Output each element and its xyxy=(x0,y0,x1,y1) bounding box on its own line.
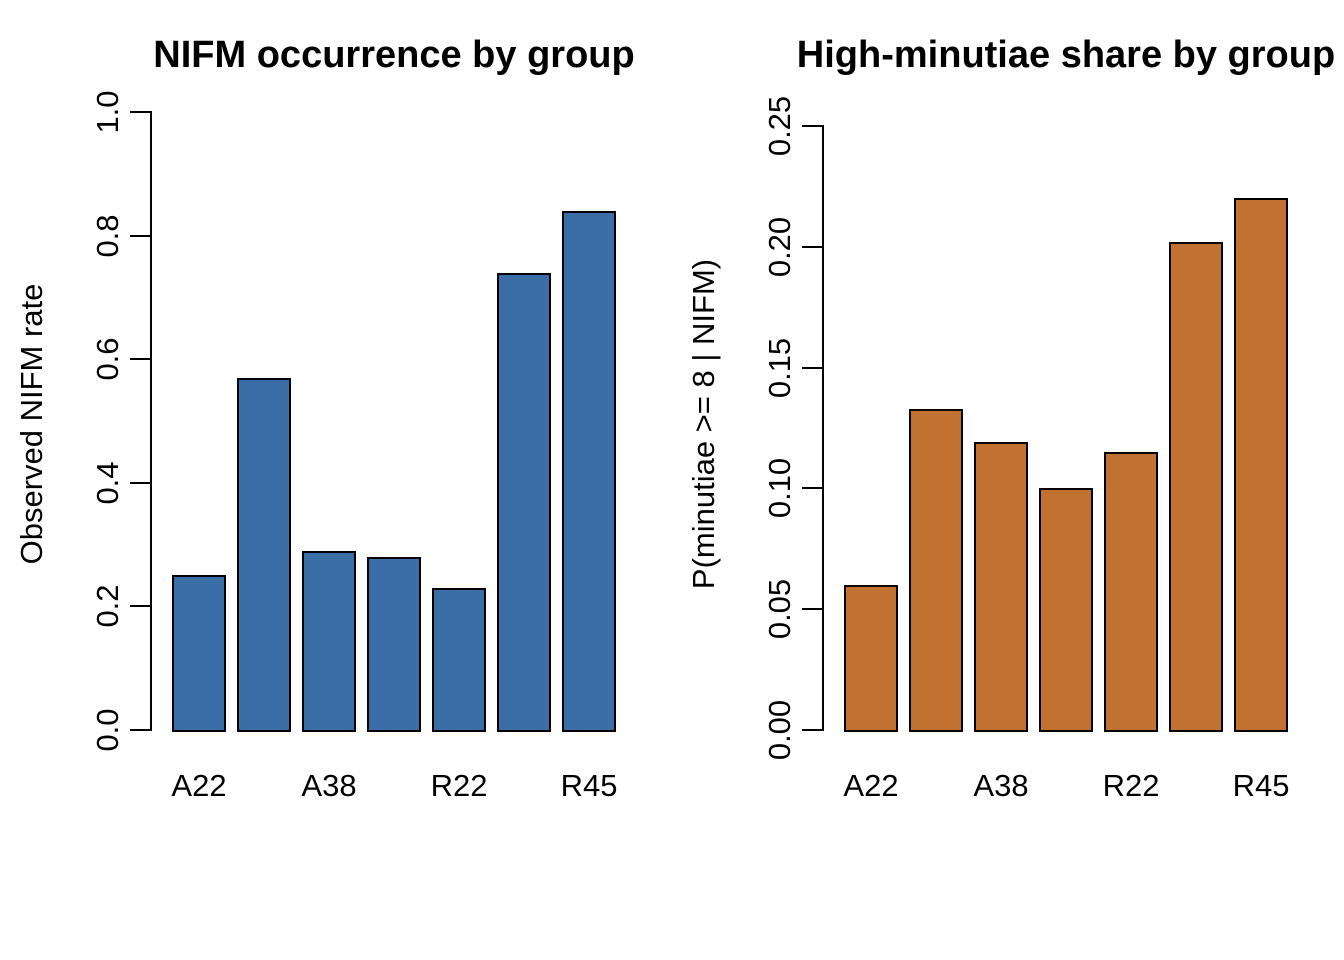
y-tick-label: 0.00 xyxy=(762,699,797,761)
bar-R45 xyxy=(562,211,616,732)
bar-R22 xyxy=(432,588,486,732)
y-tick-label: 0.2 xyxy=(90,584,125,628)
y-axis-line xyxy=(150,111,152,731)
bar-group-2 xyxy=(909,409,963,732)
bar-group-4 xyxy=(367,557,421,732)
bar-group-6 xyxy=(497,273,551,732)
y-axis-title: Observed NIFM rate xyxy=(14,283,49,565)
y-tick-mark xyxy=(802,729,822,731)
chart-title: NIFM occurrence by group xyxy=(153,34,635,76)
y-tick-mark xyxy=(802,125,822,127)
y-tick-mark xyxy=(802,608,822,610)
x-tick-label-R45: R45 xyxy=(560,768,618,803)
y-tick-mark xyxy=(802,487,822,489)
y-tick-label: 0.0 xyxy=(90,708,125,752)
bar-A38 xyxy=(974,442,1028,732)
y-tick-mark xyxy=(802,367,822,369)
y-tick-mark xyxy=(130,235,150,237)
bar-A22 xyxy=(172,575,226,732)
y-tick-mark xyxy=(130,482,150,484)
bar-A22 xyxy=(844,585,898,732)
bar-group-6 xyxy=(1169,242,1223,732)
y-tick-label: 0.20 xyxy=(762,216,797,278)
bar-A38 xyxy=(302,551,356,732)
x-tick-label-R22: R22 xyxy=(430,768,488,803)
y-tick-label: 0.10 xyxy=(762,457,797,519)
chart-panel-high-minutiae-share: High-minutiae share by group P(minutiae … xyxy=(672,0,1344,960)
bar-R45 xyxy=(1234,198,1288,732)
y-axis-title: P(minutiae >= 8 | NIFM) xyxy=(686,258,721,590)
chart-title: High-minutiae share by group xyxy=(796,34,1336,76)
x-tick-label-A38: A38 xyxy=(301,768,357,803)
y-tick-mark xyxy=(802,246,822,248)
x-tick-label-A38: A38 xyxy=(973,768,1029,803)
y-axis-line xyxy=(822,125,824,731)
y-tick-label: 1.0 xyxy=(90,90,125,134)
bar-group-4 xyxy=(1039,488,1093,732)
y-tick-mark xyxy=(130,729,150,731)
y-tick-label: 0.05 xyxy=(762,578,797,640)
x-tick-label-A22: A22 xyxy=(843,768,899,803)
y-tick-label: 0.4 xyxy=(90,461,125,505)
chart-panel-nifm-occurrence: NIFM occurrence by group Observed NIFM r… xyxy=(14,34,635,803)
y-tick-label: 0.6 xyxy=(90,337,125,381)
bar-R22 xyxy=(1104,452,1158,732)
x-tick-label-A22: A22 xyxy=(171,768,227,803)
bar-group-2 xyxy=(237,378,291,732)
y-tick-label: 0.8 xyxy=(90,214,125,258)
y-tick-mark xyxy=(130,358,150,360)
y-tick-mark xyxy=(130,605,150,607)
x-tick-label-R45: R45 xyxy=(1232,768,1290,803)
y-tick-mark xyxy=(130,111,150,113)
x-tick-label-R22: R22 xyxy=(1102,768,1160,803)
y-tick-label: 0.25 xyxy=(762,95,797,157)
y-tick-label: 0.15 xyxy=(762,337,797,399)
